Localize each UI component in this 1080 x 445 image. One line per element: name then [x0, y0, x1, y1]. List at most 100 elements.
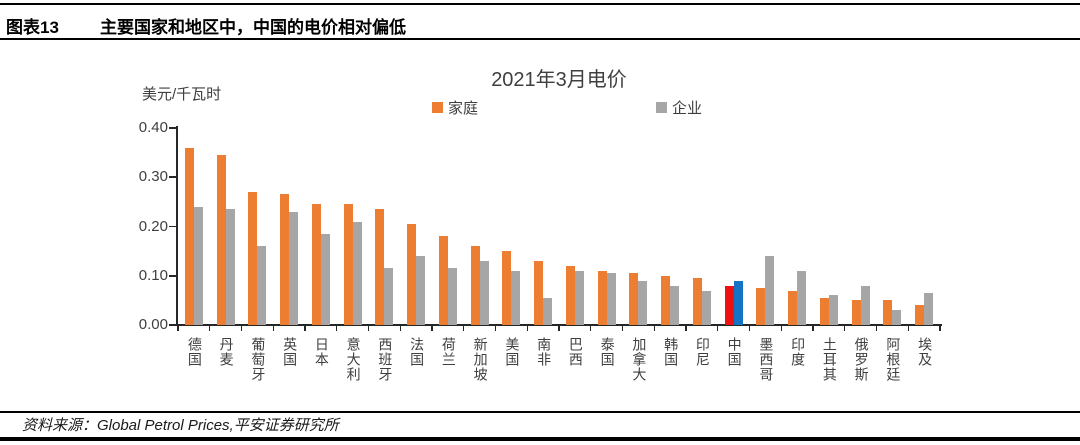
x-axis-label-日本: 日本 — [313, 337, 330, 367]
y-axis-line — [176, 126, 178, 326]
bar-家庭-意大利 — [343, 204, 353, 325]
x-axis-tick — [844, 325, 846, 331]
legend-item-business: 企业 — [656, 99, 702, 117]
x-axis-tick — [177, 325, 179, 331]
bar-企业-日本 — [320, 233, 330, 325]
y-axis-tick — [169, 274, 176, 277]
bar-家庭-法国 — [407, 224, 417, 325]
x-axis-tick — [780, 325, 782, 331]
x-axis-label-丹麦: 丹麦 — [218, 337, 235, 367]
x-axis-tick — [875, 325, 878, 331]
x-axis-tick — [336, 325, 338, 331]
bar-家庭-巴西 — [565, 265, 575, 325]
bar-企业-中国 — [733, 280, 743, 325]
bar-家庭-新加坡 — [470, 246, 480, 325]
x-axis-tick — [907, 325, 909, 331]
bar-家庭-加拿大 — [629, 273, 639, 325]
y-axis-tick — [169, 127, 176, 129]
bar-企业-德国 — [193, 206, 203, 325]
bar-企业-泰国 — [606, 273, 616, 325]
bar-企业-印尼 — [701, 290, 711, 325]
x-axis-label-意大利: 意大利 — [345, 337, 362, 382]
bar-家庭-埃及 — [915, 305, 925, 325]
x-axis-tick — [494, 325, 497, 331]
bar-企业-俄罗斯 — [860, 285, 870, 325]
x-axis-tick — [463, 325, 465, 331]
legend-swatch-business-icon — [656, 101, 667, 113]
x-axis-tick — [240, 325, 243, 331]
x-axis-label-中国: 中国 — [726, 337, 743, 367]
legend-label-household: 家庭 — [448, 99, 479, 117]
bar-家庭-丹麦 — [216, 155, 226, 325]
x-axis-tick — [590, 325, 592, 331]
y-axis-tick-label: 0.00 — [138, 316, 168, 333]
bar-企业-美国 — [511, 270, 521, 325]
x-axis-tick — [399, 325, 401, 331]
bar-企业-新加坡 — [479, 260, 489, 325]
y-axis-tick-label: 0.40 — [138, 119, 168, 136]
bar-企业-英国 — [289, 211, 299, 325]
y-axis-tick — [169, 176, 176, 179]
bar-企业-印度 — [797, 270, 807, 325]
x-axis-label-法国: 法国 — [409, 337, 426, 367]
bar-家庭-墨西哥 — [756, 288, 766, 325]
x-axis-tick — [812, 325, 814, 331]
x-axis-label-南非: 南非 — [536, 337, 553, 367]
x-axis-tick — [939, 325, 941, 331]
figure-label: 图表13 — [6, 18, 59, 37]
bar-企业-法国 — [416, 256, 426, 325]
x-axis-tick — [717, 325, 719, 331]
x-axis-label-西班牙: 西班牙 — [377, 337, 394, 382]
x-axis-tick — [272, 325, 274, 331]
bar-家庭-德国 — [184, 147, 194, 325]
x-axis-tick — [685, 325, 687, 331]
x-axis-tick — [558, 325, 560, 331]
y-axis-tick — [169, 225, 176, 228]
x-axis-label-荷兰: 荷兰 — [440, 337, 457, 367]
source-note: 资料来源：Global Petrol Prices,平安证券研究所 — [22, 417, 339, 434]
bar-家庭-英国 — [280, 194, 290, 325]
bar-企业-墨西哥 — [765, 256, 775, 325]
x-axis-tick — [748, 325, 751, 331]
x-axis-label-德国: 德国 — [186, 337, 203, 367]
bar-家庭-印度 — [788, 290, 798, 325]
x-axis-label-韩国: 韩国 — [663, 337, 680, 367]
x-axis-label-土耳其: 土耳其 — [821, 337, 838, 382]
header-rule-top — [0, 3, 1080, 5]
bar-家庭-荷兰 — [438, 236, 448, 325]
bar-企业-埃及 — [924, 292, 934, 325]
bar-家庭-美国 — [502, 251, 512, 325]
x-axis-label-加拿大: 加拿大 — [631, 337, 648, 382]
x-axis-label-巴西: 巴西 — [567, 337, 584, 367]
y-axis-tick-label: 0.10 — [138, 266, 168, 284]
bar-家庭-俄罗斯 — [851, 300, 861, 325]
x-axis-tick — [367, 325, 370, 331]
bar-企业-土耳其 — [828, 295, 838, 325]
x-axis-tick — [304, 325, 306, 331]
bar-家庭-韩国 — [661, 275, 671, 325]
x-axis-tick — [431, 325, 433, 331]
bar-企业-西班牙 — [384, 268, 394, 325]
x-axis-label-俄罗斯: 俄罗斯 — [853, 337, 870, 382]
x-axis-label-印度: 印度 — [790, 337, 807, 367]
bar-家庭-阿根廷 — [883, 300, 893, 325]
y-axis-tick-label: 0.30 — [138, 168, 168, 186]
y-axis-tick-label: 0.20 — [138, 217, 168, 235]
figure-title: 主要国家和地区中，中国的电价相对偏低 — [100, 18, 406, 37]
x-axis-tick — [209, 325, 211, 331]
bar-企业-丹麦 — [225, 209, 235, 325]
bar-企业-巴西 — [574, 270, 584, 325]
footer-rule-bottom — [0, 437, 1080, 441]
bar-企业-葡萄牙 — [257, 246, 267, 325]
bar-家庭-葡萄牙 — [248, 192, 258, 325]
legend-swatch-household-icon — [432, 101, 443, 113]
x-axis-label-葡萄牙: 葡萄牙 — [250, 337, 267, 382]
footer-rule-top — [0, 411, 1080, 413]
bar-企业-阿根廷 — [892, 310, 902, 325]
x-axis-tick — [621, 325, 624, 331]
bar-企业-加拿大 — [638, 280, 648, 325]
x-axis-label-阿根廷: 阿根廷 — [885, 337, 902, 382]
bar-企业-意大利 — [352, 221, 362, 325]
x-axis-line — [176, 323, 942, 326]
